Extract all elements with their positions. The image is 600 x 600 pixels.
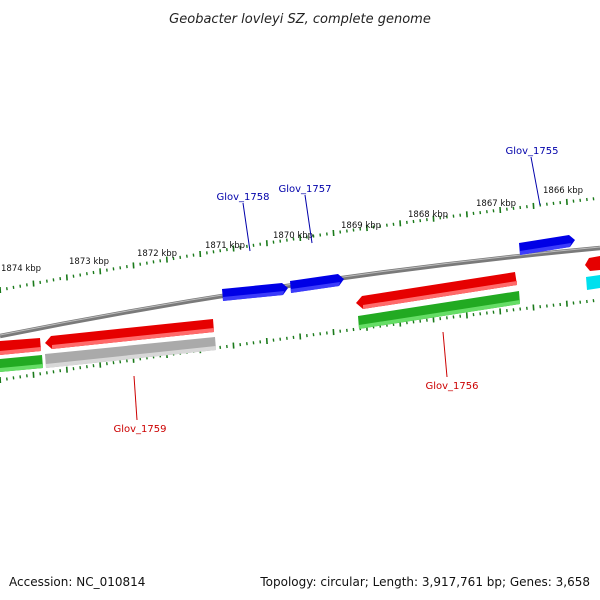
kbp-label: 1871 kbp	[205, 241, 245, 251]
kbp-label: 1869 kbp	[341, 221, 381, 231]
kbp-label: 1867 kbp	[476, 199, 516, 209]
gene-label-glov-1755[interactable]: Glov_1755	[505, 146, 558, 157]
gene-label-glov-1757[interactable]: Glov_1757	[278, 184, 331, 195]
genome-summary-text: Topology: circular; Length: 3,917,761 bp…	[259, 575, 590, 589]
gene-labels: Glov_1758 Glov_1757 Glov_1755 Glov_1759 …	[113, 146, 558, 435]
leader-line	[133, 375, 138, 421]
leader-line	[530, 156, 541, 206]
reverse-cds-feature[interactable]	[585, 256, 600, 271]
kbp-labels: 1874 kbp 1873 kbp 1872 kbp 1871 kbp 1870…	[1, 186, 583, 274]
kbp-label: 1873 kbp	[69, 257, 109, 267]
kbp-label: 1866 kbp	[543, 186, 583, 196]
gene-feature-shade	[359, 300, 520, 329]
gene-label-glov-1758[interactable]: Glov_1758	[216, 192, 269, 203]
gene-label-glov-1756[interactable]: Glov_1756	[425, 381, 478, 392]
forward-cds-track	[222, 235, 575, 301]
outer-tick-track	[0, 197, 595, 294]
kbp-label: 1870 kbp	[273, 231, 313, 241]
pseudogene-feature-shade	[46, 346, 216, 368]
reverse-cds-track	[0, 256, 600, 355]
gene-feature-shade	[0, 364, 43, 372]
gene-label-glov-1759[interactable]: Glov_1759	[113, 424, 166, 435]
gene-track	[0, 275, 600, 372]
forward-cds-feature-shade	[223, 291, 284, 301]
kbp-label: 1874 kbp	[1, 264, 41, 274]
reverse-cds-feature[interactable]	[356, 272, 517, 309]
kbp-label: 1868 kbp	[408, 210, 448, 220]
leader-line	[304, 194, 313, 244]
reverse-cds-feature-shade	[363, 281, 517, 309]
accession-text: Accession: NC_010814	[9, 575, 145, 589]
reverse-cds-feature-shade	[0, 347, 41, 355]
reverse-cds-feature-shade	[52, 328, 214, 349]
other-feature[interactable]	[586, 275, 600, 290]
gene-label-leaders	[133, 156, 541, 421]
leader-line	[242, 202, 251, 252]
leader-line	[442, 331, 448, 378]
map-title: Geobacter lovleyi SZ, complete genome	[169, 12, 431, 27]
kbp-label: 1872 kbp	[137, 249, 177, 259]
forward-cds-feature-shade	[291, 282, 340, 293]
forward-cds-feature-shade	[520, 243, 571, 255]
